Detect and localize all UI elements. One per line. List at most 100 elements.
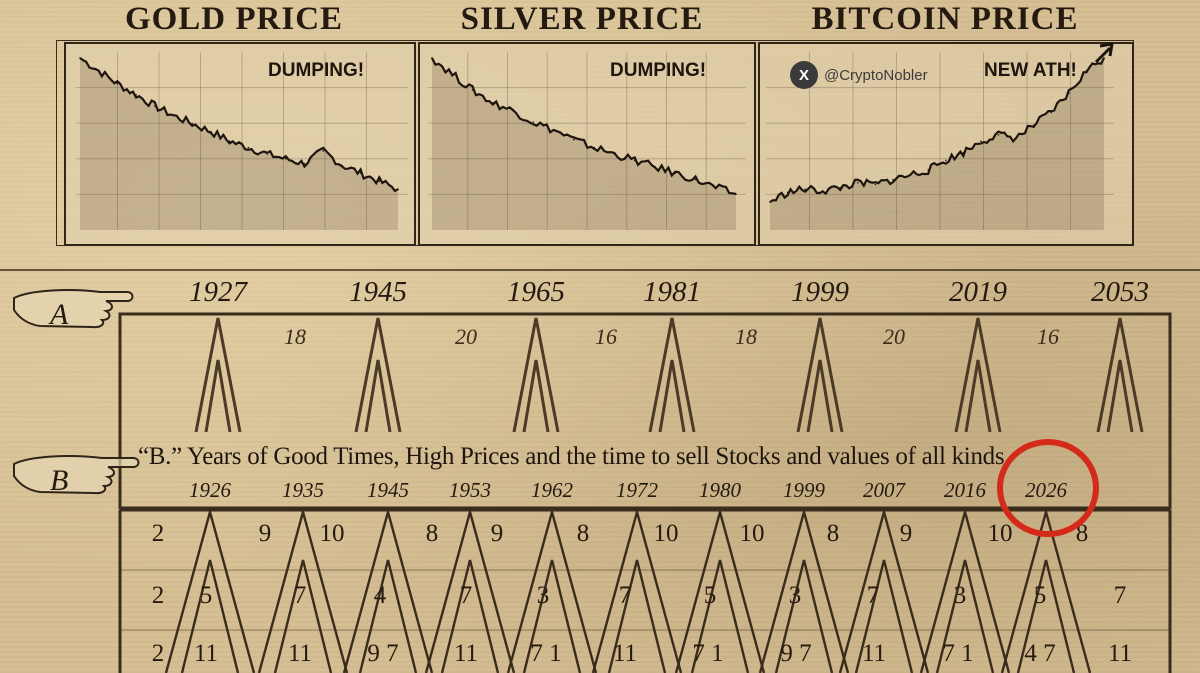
chart-1-point bbox=[714, 186, 717, 189]
chart-1-point bbox=[654, 166, 656, 168]
chart-0-area bbox=[80, 58, 398, 230]
chart-1-point bbox=[492, 102, 494, 104]
chart-0-point bbox=[154, 105, 156, 107]
row-b-year: 1972 bbox=[616, 478, 658, 502]
chart-2-point bbox=[1103, 57, 1105, 59]
row-b-peak bbox=[164, 507, 256, 673]
silver-chart-box bbox=[418, 42, 756, 246]
grid-number: 9 7 bbox=[780, 640, 812, 667]
row-a-peak bbox=[194, 317, 242, 433]
row-a-span: 18 bbox=[284, 324, 306, 349]
row-b-year: 2016 bbox=[944, 478, 986, 502]
grid-number: 8 bbox=[425, 520, 439, 547]
chart-2-point bbox=[962, 151, 965, 154]
chart-0-point bbox=[228, 140, 231, 142]
chart-0-point bbox=[322, 150, 324, 152]
chart-2-point bbox=[980, 140, 982, 142]
chart-2-point bbox=[1015, 137, 1017, 139]
row-b-peak bbox=[919, 507, 1011, 673]
grid-number: 8 bbox=[576, 520, 590, 547]
grid-number: 5 bbox=[703, 582, 717, 609]
chart-1-point bbox=[593, 146, 595, 149]
chart-0-point bbox=[266, 153, 268, 155]
chart-2-point bbox=[1085, 70, 1088, 72]
row-a-frame bbox=[118, 312, 1172, 510]
chart-2-point bbox=[909, 174, 912, 176]
row-b-year: 1926 bbox=[189, 478, 231, 502]
x-logo-icon: X bbox=[790, 61, 818, 89]
chart-2-point bbox=[1050, 111, 1053, 114]
chart-2-point bbox=[769, 201, 771, 203]
silver-overlay-label: DUMPING! bbox=[610, 60, 707, 81]
chart-1-point bbox=[674, 172, 676, 174]
row-b-peak bbox=[257, 507, 349, 673]
row-a-year: 1981 bbox=[643, 276, 701, 308]
row-a-year: 2053 bbox=[1091, 276, 1149, 308]
grid-number: 5 bbox=[1033, 582, 1047, 609]
social-handle[interactable]: X @CryptoNobler bbox=[790, 60, 928, 90]
grid-number: 7 bbox=[866, 582, 880, 609]
chart-1-line bbox=[431, 57, 737, 196]
grid-number: 3 bbox=[788, 582, 802, 609]
grid-number: 9 7 bbox=[367, 640, 399, 667]
grid-number: 10 bbox=[653, 520, 679, 547]
chart-1-point bbox=[431, 57, 433, 59]
chart-0-point bbox=[97, 70, 100, 72]
row-b-year: 1980 bbox=[699, 478, 741, 502]
chart-1-point bbox=[451, 73, 454, 75]
row-a-span: 20 bbox=[883, 324, 905, 349]
grid-number: 9 bbox=[490, 520, 504, 547]
row-a-peak bbox=[954, 317, 1002, 433]
chart-0-point bbox=[79, 57, 81, 59]
row-a-year: 1927 bbox=[189, 276, 247, 308]
chart-1-point bbox=[573, 138, 575, 141]
grid-number: 10 bbox=[987, 520, 1013, 547]
row-b-peak bbox=[506, 507, 598, 673]
row-a-peak bbox=[648, 317, 696, 433]
grid-number: 11 bbox=[1107, 640, 1133, 667]
row-b-year: 1962 bbox=[531, 478, 573, 502]
grid-number: 10 bbox=[739, 520, 765, 547]
grid-number: 11 bbox=[193, 640, 219, 667]
row-b-year: 1953 bbox=[449, 478, 491, 502]
row-a-peak bbox=[796, 317, 844, 433]
chart-1-point bbox=[552, 129, 555, 131]
gold-overlay-label: DUMPING! bbox=[268, 60, 365, 81]
grid-number: 5 bbox=[199, 582, 213, 609]
chart-0-point bbox=[378, 180, 381, 182]
chart-0-point bbox=[135, 94, 137, 96]
row-b-peak bbox=[838, 507, 930, 673]
row-a-peak bbox=[1096, 317, 1144, 433]
row-b-year: 1999 bbox=[783, 478, 825, 502]
chart-0-point bbox=[116, 82, 119, 85]
up-arrow-icon bbox=[1094, 42, 1114, 64]
grid-number: 7 bbox=[293, 582, 307, 609]
gold-chart-title: GOLD PRICE bbox=[124, 1, 344, 37]
chart-0-point bbox=[191, 122, 194, 125]
grid-number: 11 bbox=[287, 640, 313, 667]
chart-1-point bbox=[735, 193, 737, 195]
chart-2-point bbox=[1068, 92, 1070, 94]
grid-number: 3 bbox=[536, 582, 550, 609]
row-b-peak bbox=[674, 507, 766, 673]
grid-number: 2 bbox=[151, 582, 165, 609]
chart-1-point bbox=[613, 153, 616, 155]
chart-2-point bbox=[786, 191, 789, 194]
social-handle-text: @CryptoNobler bbox=[824, 66, 928, 84]
chart-0-point bbox=[210, 130, 212, 133]
grid-number: 8 bbox=[1075, 520, 1089, 547]
grid-number: 4 7 bbox=[1024, 640, 1056, 667]
chart-2-point bbox=[927, 169, 930, 171]
row-b-peak bbox=[591, 507, 683, 673]
row-a-year: 1965 bbox=[507, 276, 565, 308]
chart-1-point bbox=[471, 89, 474, 91]
chart-2-point bbox=[1032, 124, 1035, 126]
grid-number: 8 bbox=[826, 520, 840, 547]
chart-1-point bbox=[633, 159, 636, 162]
chart-2-point bbox=[839, 186, 842, 189]
silver-chart-title: SILVER PRICE bbox=[460, 1, 704, 37]
grid-number: 7 bbox=[459, 582, 473, 609]
grid-number: 9 bbox=[899, 520, 913, 547]
bitcoin-chart-box bbox=[758, 42, 1134, 246]
